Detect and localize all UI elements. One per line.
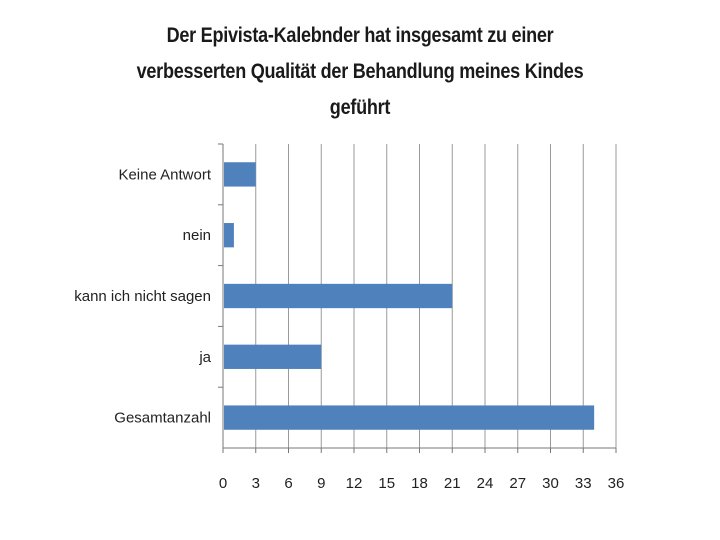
chart-title-line-3: geführt [329, 96, 391, 119]
x-tick-label: 24 [477, 475, 494, 492]
x-tick-label: 0 [219, 475, 227, 492]
chart-title-line-1: Der Epivista-Kalebnder hat insgesamt zu … [166, 24, 554, 47]
x-tick-label: 3 [252, 475, 260, 492]
x-tick-label: 33 [575, 475, 592, 492]
x-tick-label: 27 [509, 475, 526, 492]
category-label: kann ich nicht sagen [74, 288, 211, 305]
x-tick-label: 15 [378, 475, 395, 492]
bar [224, 405, 595, 430]
chart-title-line-2: verbesserten Qualität der Behandlung mei… [136, 60, 584, 83]
x-tick-label: 30 [542, 475, 559, 492]
x-tick-label: 21 [444, 475, 461, 492]
bar [224, 162, 256, 187]
bar [224, 344, 322, 369]
category-label: Gesamtanzahl [114, 410, 211, 427]
bar [224, 283, 453, 309]
bar [224, 223, 234, 248]
x-tick-label: 18 [411, 475, 428, 492]
x-tick-label: 12 [346, 475, 363, 492]
category-label: Keine Antwort [118, 166, 211, 183]
category-label: nein [183, 227, 211, 244]
x-tick-label: 36 [608, 475, 625, 492]
category-label: ja [198, 349, 211, 366]
x-tick-label: 9 [317, 475, 325, 492]
x-tick-label: 6 [284, 475, 292, 492]
